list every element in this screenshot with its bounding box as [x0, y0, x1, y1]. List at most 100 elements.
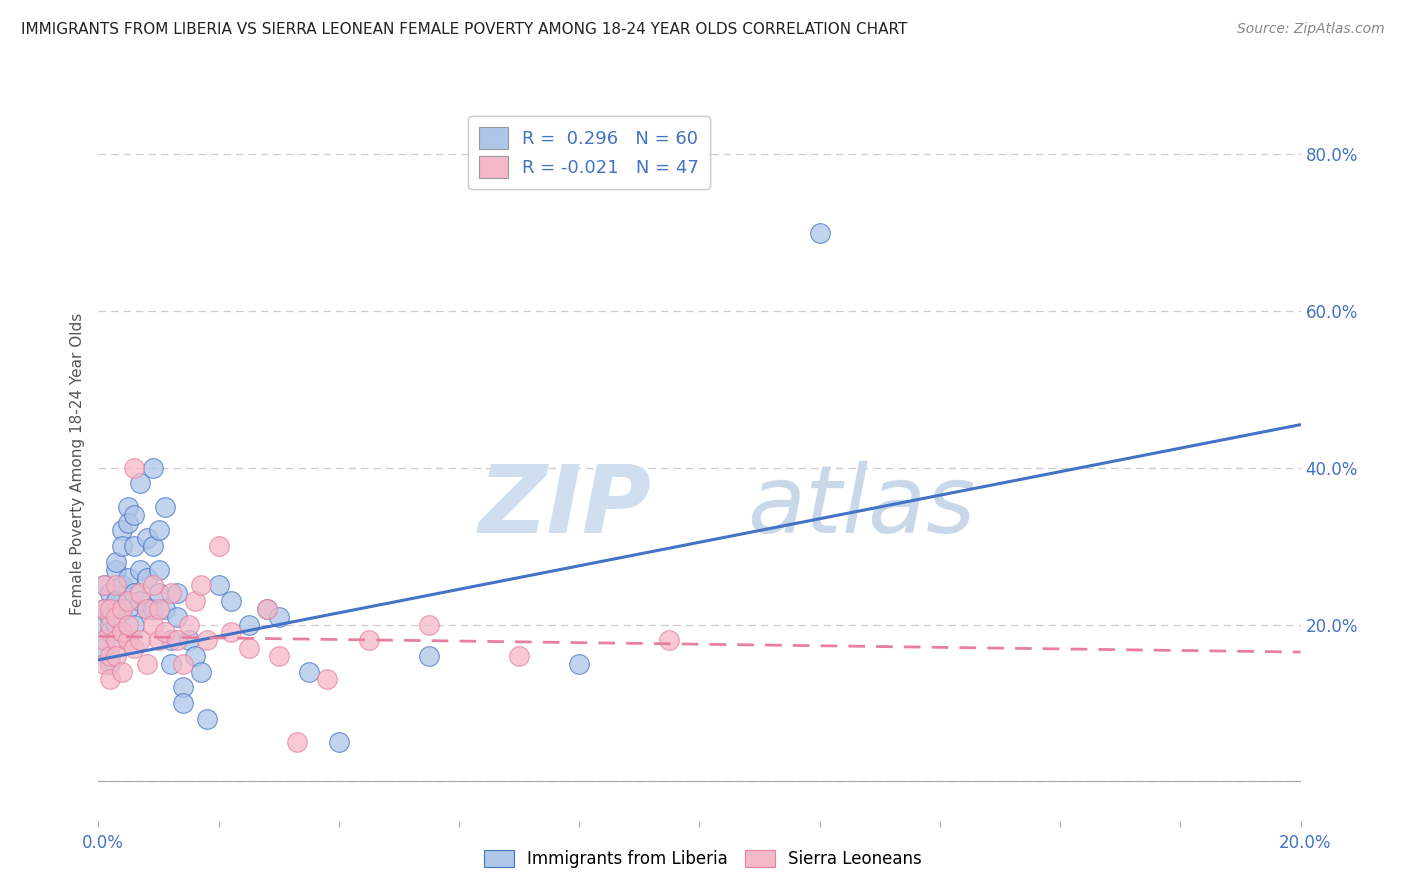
- Text: Source: ZipAtlas.com: Source: ZipAtlas.com: [1237, 22, 1385, 37]
- Point: [172, 657, 194, 671]
- Point: [117, 633, 139, 648]
- Point: [141, 617, 163, 632]
- Point: [357, 633, 380, 648]
- Point: [190, 578, 212, 592]
- Point: [568, 657, 591, 671]
- Point: [105, 578, 128, 592]
- Point: [315, 673, 337, 687]
- Point: [267, 648, 290, 663]
- Point: [418, 648, 440, 663]
- Point: [105, 594, 128, 608]
- Point: [93, 578, 115, 592]
- Point: [256, 602, 278, 616]
- Point: [124, 617, 146, 632]
- Point: [148, 602, 170, 616]
- Point: [129, 586, 152, 600]
- Point: [111, 524, 134, 538]
- Point: [135, 602, 157, 616]
- Point: [93, 578, 115, 592]
- Point: [159, 633, 181, 648]
- Point: [117, 594, 139, 608]
- Point: [172, 681, 194, 695]
- Point: [93, 602, 115, 616]
- Point: [166, 633, 188, 648]
- Point: [124, 539, 146, 553]
- Point: [135, 570, 157, 584]
- Point: [148, 563, 170, 577]
- Point: [100, 602, 122, 616]
- Point: [124, 508, 146, 522]
- Point: [93, 617, 115, 632]
- Point: [105, 648, 128, 663]
- Point: [298, 665, 321, 679]
- Point: [93, 602, 115, 616]
- Point: [166, 609, 188, 624]
- Point: [256, 602, 278, 616]
- Point: [105, 633, 128, 648]
- Point: [190, 665, 212, 679]
- Point: [117, 516, 139, 530]
- Point: [100, 625, 122, 640]
- Point: [111, 602, 134, 616]
- Point: [129, 633, 152, 648]
- Point: [93, 641, 115, 656]
- Point: [100, 657, 122, 671]
- Point: [148, 524, 170, 538]
- Point: [153, 500, 176, 514]
- Point: [100, 586, 122, 600]
- Point: [105, 609, 128, 624]
- Point: [111, 602, 134, 616]
- Point: [111, 578, 134, 592]
- Point: [129, 476, 152, 491]
- Point: [135, 602, 157, 616]
- Point: [100, 673, 122, 687]
- Point: [141, 460, 163, 475]
- Text: IMMIGRANTS FROM LIBERIA VS SIERRA LEONEAN FEMALE POVERTY AMONG 18-24 YEAR OLDS C: IMMIGRANTS FROM LIBERIA VS SIERRA LEONEA…: [21, 22, 907, 37]
- Point: [129, 594, 152, 608]
- Point: [148, 633, 170, 648]
- Text: 20.0%: 20.0%: [1278, 834, 1331, 852]
- Legend: R =  0.296   N = 60, R = -0.021   N = 47: R = 0.296 N = 60, R = -0.021 N = 47: [468, 116, 710, 189]
- Point: [111, 625, 134, 640]
- Point: [111, 539, 134, 553]
- Text: ZIP: ZIP: [478, 460, 651, 553]
- Text: atlas: atlas: [748, 461, 976, 552]
- Point: [117, 602, 139, 616]
- Y-axis label: Female Poverty Among 18-24 Year Olds: Female Poverty Among 18-24 Year Olds: [69, 313, 84, 615]
- Point: [172, 696, 194, 710]
- Point: [141, 539, 163, 553]
- Point: [111, 665, 134, 679]
- Point: [183, 648, 205, 663]
- Legend: Immigrants from Liberia, Sierra Leoneans: Immigrants from Liberia, Sierra Leoneans: [478, 843, 928, 875]
- Point: [177, 633, 200, 648]
- Point: [285, 735, 308, 749]
- Point: [100, 617, 122, 632]
- Point: [117, 617, 139, 632]
- Point: [153, 625, 176, 640]
- Point: [148, 586, 170, 600]
- Point: [418, 617, 440, 632]
- Point: [238, 641, 260, 656]
- Point: [105, 633, 128, 648]
- Point: [129, 563, 152, 577]
- Point: [195, 712, 218, 726]
- Point: [135, 657, 157, 671]
- Point: [808, 226, 831, 240]
- Text: 0.0%: 0.0%: [82, 834, 124, 852]
- Point: [93, 657, 115, 671]
- Point: [124, 586, 146, 600]
- Point: [177, 617, 200, 632]
- Point: [141, 602, 163, 616]
- Point: [105, 555, 128, 569]
- Point: [124, 641, 146, 656]
- Point: [117, 500, 139, 514]
- Point: [105, 617, 128, 632]
- Point: [141, 578, 163, 592]
- Point: [159, 586, 181, 600]
- Point: [117, 570, 139, 584]
- Point: [93, 633, 115, 648]
- Point: [219, 594, 242, 608]
- Point: [195, 633, 218, 648]
- Point: [238, 617, 260, 632]
- Point: [100, 648, 122, 663]
